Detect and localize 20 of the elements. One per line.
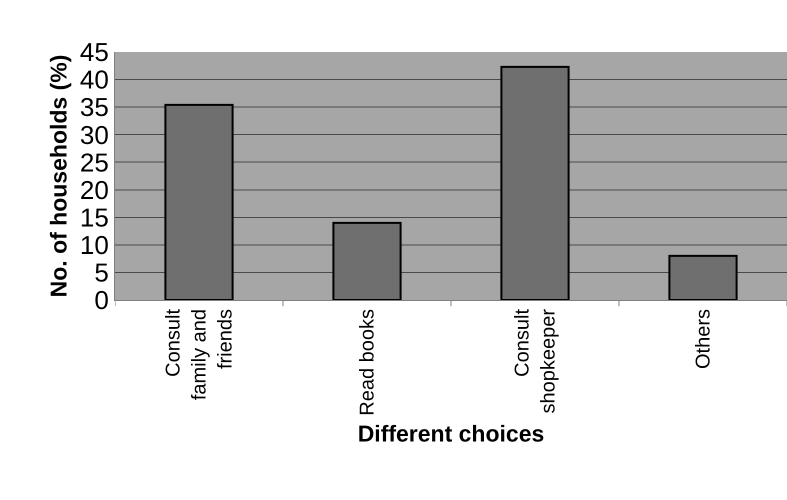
x-tick-label: Others	[692, 309, 714, 370]
y-tick-label: 10	[80, 230, 109, 260]
y-tick-label: 5	[94, 258, 109, 288]
y-tick-label: 40	[80, 64, 109, 95]
bar	[164, 104, 234, 300]
x-tick-label: Read books	[356, 309, 378, 416]
y-tick-label: 35	[80, 92, 109, 122]
y-tick-label: 25	[80, 147, 109, 178]
y-tick-label: 20	[80, 174, 109, 205]
bar	[500, 66, 570, 300]
y-tick-label: 0	[94, 285, 109, 316]
x-axis-title: Different choices	[358, 420, 544, 446]
y-tick-label: 30	[80, 120, 109, 150]
y-axis-title: No. of households (%)	[45, 54, 72, 298]
x-tick-label: Consult family and friends	[162, 308, 236, 400]
y-tick-label: 45	[80, 37, 109, 68]
y-tick-label: 15	[80, 202, 109, 232]
x-tick-label: Consult shopkeeper	[512, 308, 560, 414]
bar	[332, 222, 402, 300]
bar	[668, 254, 738, 300]
